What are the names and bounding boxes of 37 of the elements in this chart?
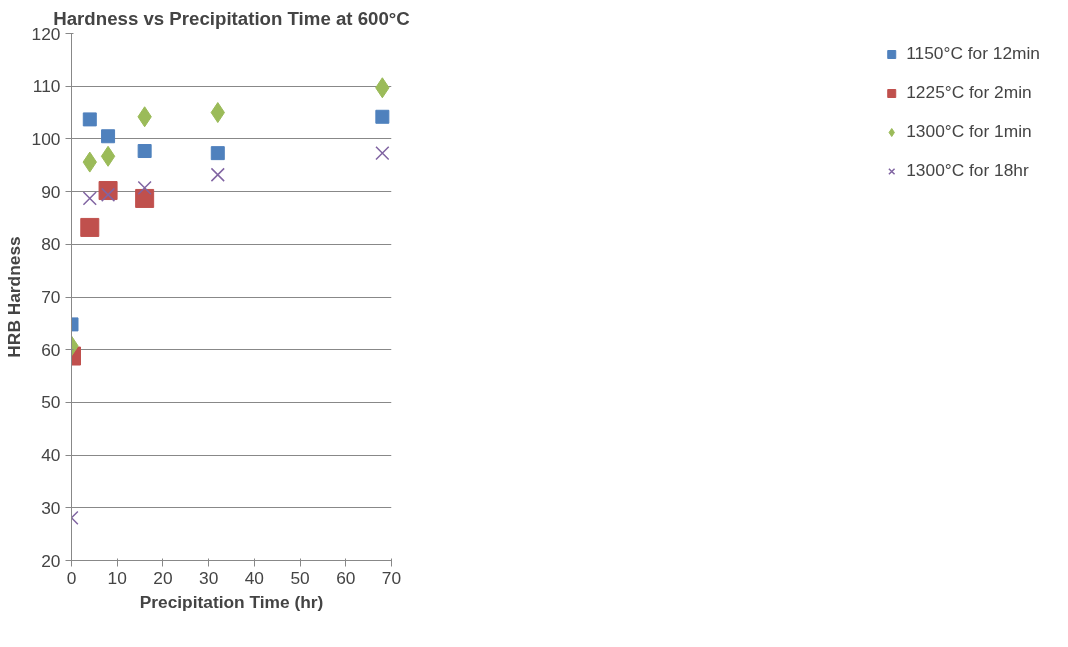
x-tick-label: 30 <box>199 567 219 588</box>
y-tick-label: 40 <box>41 445 61 466</box>
legend-label: 1300°C for 1min <box>906 121 1032 142</box>
point <box>100 145 116 167</box>
y-tick-label: 100 <box>31 128 61 149</box>
point <box>210 146 225 161</box>
legend-label: 1225°C for 2min <box>906 82 1032 103</box>
point <box>80 217 100 237</box>
x-tick-label: 20 <box>153 567 173 588</box>
x-tick-label: 0 <box>66 567 77 588</box>
y-tick-label: 30 <box>41 497 61 518</box>
y-tick-label: 70 <box>41 287 61 307</box>
point <box>82 112 97 127</box>
y-tick-label: 60 <box>41 339 61 360</box>
point <box>82 191 97 206</box>
x-tick-label: 60 <box>336 567 356 588</box>
y-tick-label: 110 <box>32 76 61 97</box>
x-tick-label: 50 <box>290 567 310 588</box>
x-axis-title: Precipitation Time (hr) <box>139 591 324 612</box>
point <box>375 109 390 124</box>
legend-label: 1150°C for 12min <box>906 43 1040 64</box>
x-tick-label: 10 <box>107 567 127 588</box>
x-tick-label: 70 <box>381 567 402 588</box>
y-tick-label: 20 <box>41 550 61 571</box>
x-tick-label: 40 <box>244 567 264 588</box>
y-tick-label: 80 <box>41 234 61 255</box>
point <box>375 146 390 161</box>
y-tick-label: 90 <box>41 181 61 202</box>
point <box>137 144 152 159</box>
point <box>137 180 152 196</box>
chart-title: Hardness vs Precipitation Time at 600°C <box>53 7 410 29</box>
point <box>210 167 225 182</box>
point <box>135 188 155 208</box>
legend-label: 1300°C for 18hr <box>906 160 1029 181</box>
y-axis-title: HRB Hardness <box>3 236 24 358</box>
point <box>101 129 116 144</box>
y-tick-label: 50 <box>41 392 61 413</box>
